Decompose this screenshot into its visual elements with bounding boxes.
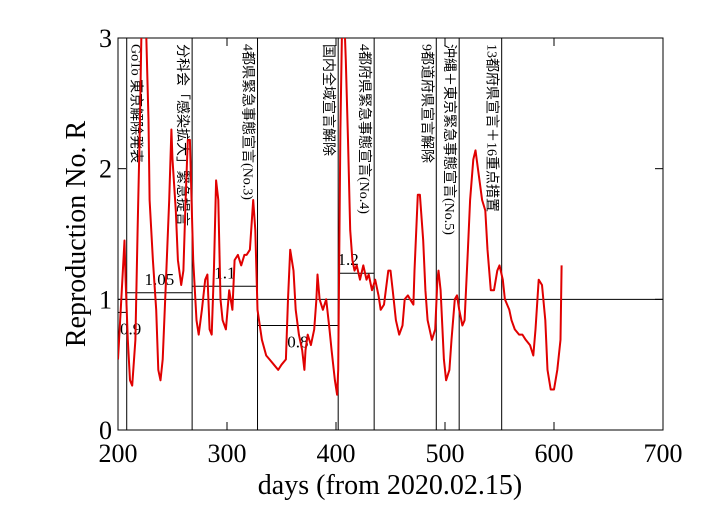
level-label: 0.8 — [287, 332, 308, 351]
x-tick-label: 700 — [644, 439, 683, 468]
level-label: 1.1 — [214, 263, 235, 282]
event-label: 国内全域宣言解除 — [320, 44, 337, 156]
y-tick-label: 0 — [99, 416, 112, 445]
x-tick-label: 600 — [535, 439, 574, 468]
x-tick-label: 400 — [317, 439, 356, 468]
x-tick-label: 500 — [426, 439, 465, 468]
event-label: 13都府県宣言＋16重点措置 — [484, 44, 500, 212]
y-tick-label: 3 — [99, 24, 112, 53]
event-label: 4都府県緊急事態宣言(No.4) — [356, 44, 372, 214]
level-label: 1.05 — [145, 270, 175, 289]
x-tick-label: 200 — [99, 439, 138, 468]
event-label: 分科会「感染拡大」緊急提言 — [174, 44, 191, 226]
plot-frame — [117, 37, 664, 431]
event-label: 4都県緊急事態宣言(No.3) — [240, 44, 256, 200]
x-tick-label: 300 — [208, 439, 247, 468]
y-tick-label: 1 — [99, 285, 112, 314]
y-tick-label: 2 — [99, 155, 112, 184]
plot-area — [118, 38, 563, 396]
event-label: 沖縄＋東京緊急事態宣言(No.5) — [441, 44, 457, 235]
event-label: 9都道府県宣言解除 — [418, 44, 434, 163]
level-label: 0.9 — [120, 319, 141, 338]
y-axis-label: Reproduction No. R — [61, 121, 92, 348]
x-axis-label: days (from 2020.02.15) — [258, 470, 522, 501]
data-line — [118, 38, 563, 396]
